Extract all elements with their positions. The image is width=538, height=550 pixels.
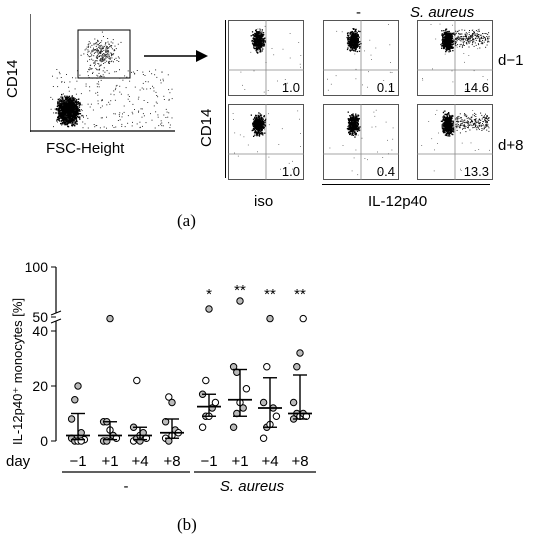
gate-rectangle <box>77 29 131 79</box>
quadrant-percent: 0.1 <box>377 80 395 95</box>
data-point <box>165 393 173 401</box>
data-point <box>106 314 114 323</box>
quadrant-plot: 0.1 <box>323 20 399 96</box>
data-point <box>198 423 207 431</box>
data-point <box>74 382 82 390</box>
x-tick-label: +4 <box>261 453 278 470</box>
y-tick-label: 40 <box>32 323 48 339</box>
data-point <box>205 305 213 313</box>
arrow-right-icon <box>144 50 208 62</box>
gating-x-label: FSC-Height <box>46 140 125 157</box>
x-tick-label: +8 <box>163 453 180 470</box>
data-point <box>236 297 244 305</box>
data-point <box>202 376 210 385</box>
data-point <box>259 398 268 407</box>
row-label-d-plus-8: d+8 <box>498 137 524 154</box>
median-iqr-bar <box>288 374 312 420</box>
grid-y-axis-line <box>225 20 226 178</box>
group-label-untreated: - <box>124 478 129 495</box>
data-point <box>103 437 111 445</box>
x-tick-label: +1 <box>231 453 248 470</box>
x-axis-label: day <box>6 453 31 470</box>
col-header-s-aureus: S. aureus <box>410 4 475 21</box>
y-axis-label: IL-12p40⁺ monocytes [%] <box>10 298 25 445</box>
data-point <box>71 396 79 404</box>
grid-y-label: CD14 <box>198 108 215 147</box>
x-tick-label: −1 <box>69 453 86 470</box>
data-point <box>266 314 274 323</box>
data-point <box>133 376 141 385</box>
data-point <box>168 398 176 407</box>
median-iqr-bar <box>197 393 221 417</box>
quadrant-plot: 13.3 <box>417 104 493 180</box>
label-il12p40: IL-12p40 <box>368 193 428 210</box>
data-point <box>263 363 271 371</box>
caption-a: (a) <box>177 211 196 230</box>
significance-marker: ** <box>294 286 306 303</box>
data-point <box>242 385 251 393</box>
x-tick-label: +4 <box>131 453 148 470</box>
median-iqr-bar <box>98 421 122 441</box>
data-point <box>296 349 304 357</box>
median-iqr-bar <box>258 377 282 428</box>
y-tick-label: 100 <box>25 259 49 275</box>
gating-dots <box>50 31 173 129</box>
quadrant-percent: 13.3 <box>464 164 489 179</box>
y-tick-label: 20 <box>32 378 48 394</box>
y-tick-label: 0 <box>40 433 48 449</box>
data-point <box>67 415 76 423</box>
x-tick-label: +1 <box>101 453 118 470</box>
quadrant-plot: 1.0 <box>228 104 304 180</box>
data-point <box>239 404 247 412</box>
quadrant-percent: 0.4 <box>377 164 395 179</box>
label-iso: iso <box>254 193 274 210</box>
y-tick-label: 50 <box>32 309 48 325</box>
quadrant-percent: 1.0 <box>282 80 300 95</box>
gating-y-label: CD14 <box>4 59 21 98</box>
data-point <box>259 434 268 442</box>
x-tick-label: +8 <box>291 453 308 470</box>
data-point <box>77 437 85 445</box>
caption-b: (b) <box>177 515 197 534</box>
col-header-untreated: - <box>356 4 361 21</box>
data-point <box>211 398 220 407</box>
median-iqr-bar <box>66 412 90 441</box>
il12-bracket-line <box>322 184 490 185</box>
quadrant-percent: 1.0 <box>282 164 300 179</box>
data-point <box>299 314 307 323</box>
quadrant-plot: 0.4 <box>323 104 399 180</box>
row-label-d-minus-1: d−1 <box>498 52 524 69</box>
group-label-s-aureus: S. aureus <box>220 478 285 495</box>
data-point <box>229 423 238 431</box>
data-point <box>289 398 298 407</box>
median-iqr-bar <box>128 426 152 441</box>
quadrant-plot: 14.6 <box>417 20 493 96</box>
data-point <box>272 412 281 420</box>
significance-marker: ** <box>234 282 246 299</box>
quadrant-percent: 14.6 <box>464 80 489 95</box>
gating-dot-plot <box>30 14 175 132</box>
median-iqr-bar <box>160 418 184 439</box>
x-tick-label: −1 <box>200 453 217 470</box>
significance-marker: ** <box>264 286 276 303</box>
median-iqr-bar <box>228 368 252 417</box>
data-point <box>293 363 301 371</box>
quadrant-plot: 1.0 <box>228 20 304 96</box>
significance-marker: * <box>206 286 212 303</box>
